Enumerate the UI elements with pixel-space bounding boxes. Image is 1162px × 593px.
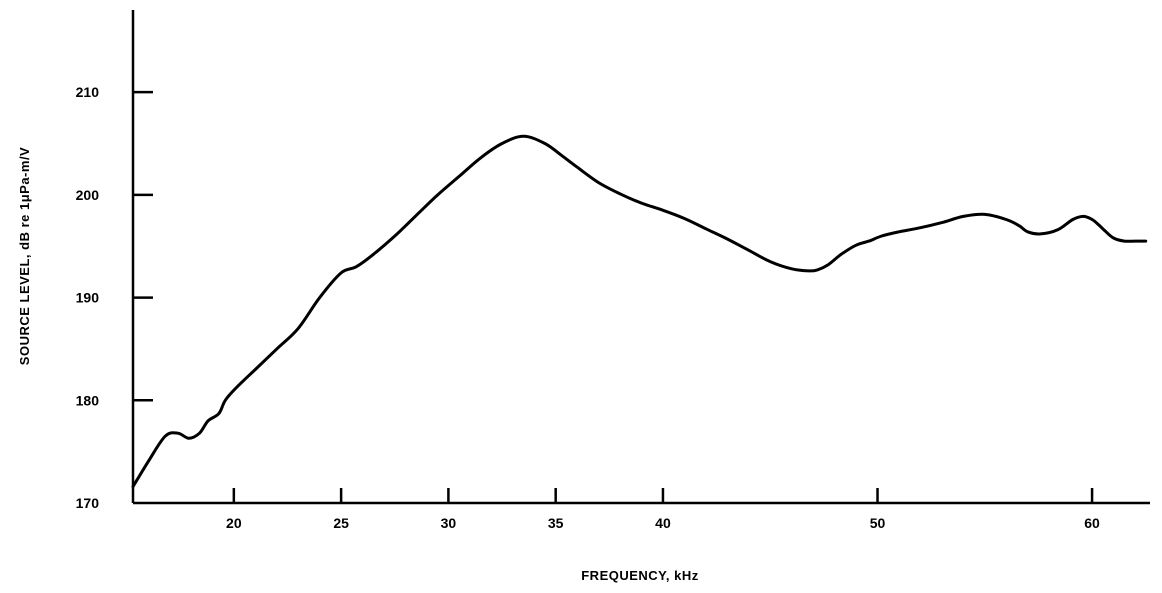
x-ticks: 20 25 30 35 40 50 60: [226, 488, 1100, 531]
x-tick-label: 50: [870, 515, 886, 531]
y-tick-label: 210: [76, 84, 100, 100]
y-axis-title: SOURCE LEVEL, dB re 1μPa-m/V: [17, 147, 32, 365]
x-tick-label: 60: [1084, 515, 1100, 531]
source-level-curve: [131, 134, 1148, 489]
x-tick-label: 35: [548, 515, 564, 531]
x-tick-label: 20: [226, 515, 242, 531]
y-tick-label: 200: [76, 187, 100, 203]
y-tick-label: 190: [76, 290, 100, 306]
x-tick-label: 40: [655, 515, 671, 531]
x-tick-label: 25: [333, 515, 349, 531]
x-axis-title: FREQUENCY, kHz: [581, 568, 699, 583]
x-tick-label: 30: [441, 515, 457, 531]
y-tick-label: 180: [76, 392, 100, 408]
y-ticks: 170 180 190 200 210: [76, 84, 153, 511]
y-tick-label: 170: [76, 495, 100, 511]
